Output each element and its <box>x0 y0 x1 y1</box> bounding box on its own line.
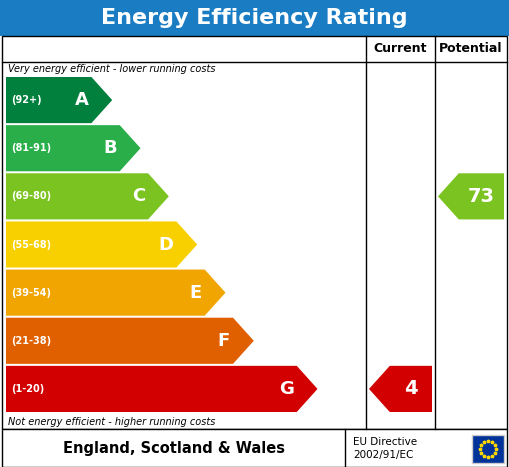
Text: E: E <box>189 283 202 302</box>
Text: G: G <box>279 380 294 398</box>
Text: Not energy efficient - higher running costs: Not energy efficient - higher running co… <box>8 417 215 427</box>
Text: F: F <box>218 332 230 350</box>
Text: (69-80): (69-80) <box>11 191 51 201</box>
Text: A: A <box>74 91 89 109</box>
Polygon shape <box>6 366 318 412</box>
Bar <box>2 429 507 467</box>
Text: England, Scotland & Wales: England, Scotland & Wales <box>64 440 286 455</box>
Polygon shape <box>369 366 432 412</box>
Text: (92+): (92+) <box>11 95 42 105</box>
Text: Energy Efficiency Rating: Energy Efficiency Rating <box>101 8 408 28</box>
Bar <box>0 0 509 36</box>
Text: (21-38): (21-38) <box>11 336 51 346</box>
Text: B: B <box>103 139 117 157</box>
Text: (1-20): (1-20) <box>11 384 44 394</box>
Text: Current: Current <box>374 42 427 56</box>
Polygon shape <box>6 269 225 316</box>
Text: (81-91): (81-91) <box>11 143 51 153</box>
Bar <box>2 36 507 429</box>
Text: C: C <box>132 187 145 205</box>
Text: 4: 4 <box>404 379 418 398</box>
Polygon shape <box>6 77 112 123</box>
Text: (39-54): (39-54) <box>11 288 51 297</box>
Polygon shape <box>6 221 197 268</box>
Polygon shape <box>6 125 140 171</box>
Text: Potential: Potential <box>439 42 503 56</box>
Polygon shape <box>6 318 254 364</box>
Polygon shape <box>6 173 169 219</box>
Bar <box>472 435 504 463</box>
Text: Very energy efficient - lower running costs: Very energy efficient - lower running co… <box>8 64 215 74</box>
Text: D: D <box>158 235 174 254</box>
Text: 73: 73 <box>468 187 495 206</box>
Polygon shape <box>438 173 504 219</box>
Text: 2002/91/EC: 2002/91/EC <box>353 450 413 460</box>
Text: EU Directive: EU Directive <box>353 437 417 447</box>
Text: (55-68): (55-68) <box>11 240 51 249</box>
